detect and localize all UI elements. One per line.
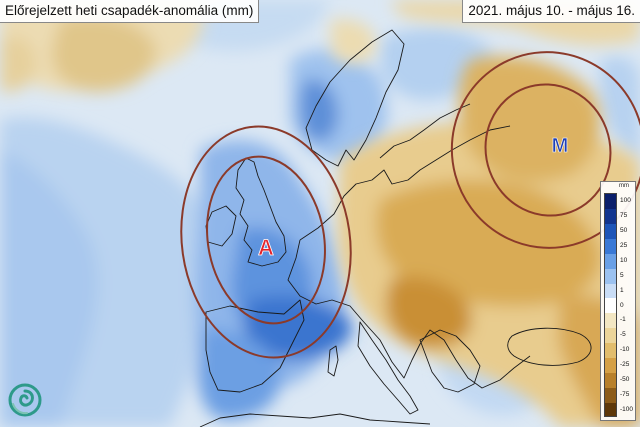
- legend-tick-label: 5: [620, 271, 624, 279]
- map-title: Előrejelzett heti csapadék-anomália (mm): [0, 0, 260, 23]
- legend-swatch: [605, 238, 616, 254]
- legend-swatch: [605, 343, 616, 359]
- legend-tick-label: -75: [620, 391, 630, 399]
- corsica-sardinia-outline: [327, 345, 339, 377]
- cyclone-marker: A: [258, 235, 274, 260]
- british-isles-outline: [235, 157, 287, 267]
- legend-tick-label: 10: [620, 256, 628, 264]
- forecast-period: 2021. május 10. - május 16.: [462, 0, 640, 23]
- legend-swatch: [605, 402, 616, 416]
- legend-unit: mm: [619, 183, 629, 189]
- legend-tick-label: 25: [620, 241, 628, 249]
- legend-swatch: [605, 283, 616, 299]
- baltic-outline: [379, 103, 471, 159]
- italy-outline: [357, 321, 419, 415]
- legend-tick-label: 75: [620, 211, 628, 219]
- legend-tick-label: 100: [620, 196, 631, 204]
- legend-color-bar: [604, 193, 617, 417]
- dry-contour-outer: [450, 51, 640, 249]
- legend-tick-label: -25: [620, 361, 630, 369]
- legend-swatch: [605, 387, 616, 403]
- legend-swatch: [605, 194, 616, 209]
- legend-tick-label: -100: [620, 406, 634, 414]
- legend-tick-label: -50: [620, 376, 630, 384]
- legend-swatch: [605, 298, 616, 314]
- africa-coast-outline: [199, 413, 431, 427]
- legend-swatch: [605, 373, 616, 388]
- legend-tick-label: -1: [620, 316, 626, 324]
- legend-swatch: [605, 208, 616, 224]
- contour-ellipses: [180, 51, 640, 359]
- legend-swatch: [605, 358, 616, 374]
- europe-mainland-outline: [287, 125, 531, 389]
- dry-contour-inner: [484, 83, 612, 217]
- coastlines: [199, 29, 592, 427]
- anticyclone-marker: M: [552, 135, 569, 157]
- swirl-logo-icon: [8, 383, 42, 417]
- wet-contour-outer: [180, 125, 352, 359]
- wet-contour-inner: [206, 155, 326, 325]
- legend-tick-label: 0: [620, 301, 624, 309]
- legend-tick-label: -10: [620, 346, 630, 354]
- black-sea-outline: [507, 327, 592, 366]
- legend-swatch: [605, 253, 616, 269]
- scandinavia-outline: [305, 29, 405, 167]
- legend-swatch: [605, 268, 616, 284]
- legend-tick-label: 1: [620, 286, 624, 294]
- legend-tick-label: 50: [620, 226, 628, 234]
- legend-swatch: [605, 223, 616, 239]
- color-legend: mm 100 75 50 25 10 5 1 0 -1 -5 -10 -25 -50 -75 -100: [600, 181, 636, 421]
- balkans-outline: [419, 329, 481, 393]
- legend-tick-label: -5: [620, 331, 626, 339]
- legend-swatch: [605, 313, 616, 329]
- legend-swatch: [605, 328, 616, 344]
